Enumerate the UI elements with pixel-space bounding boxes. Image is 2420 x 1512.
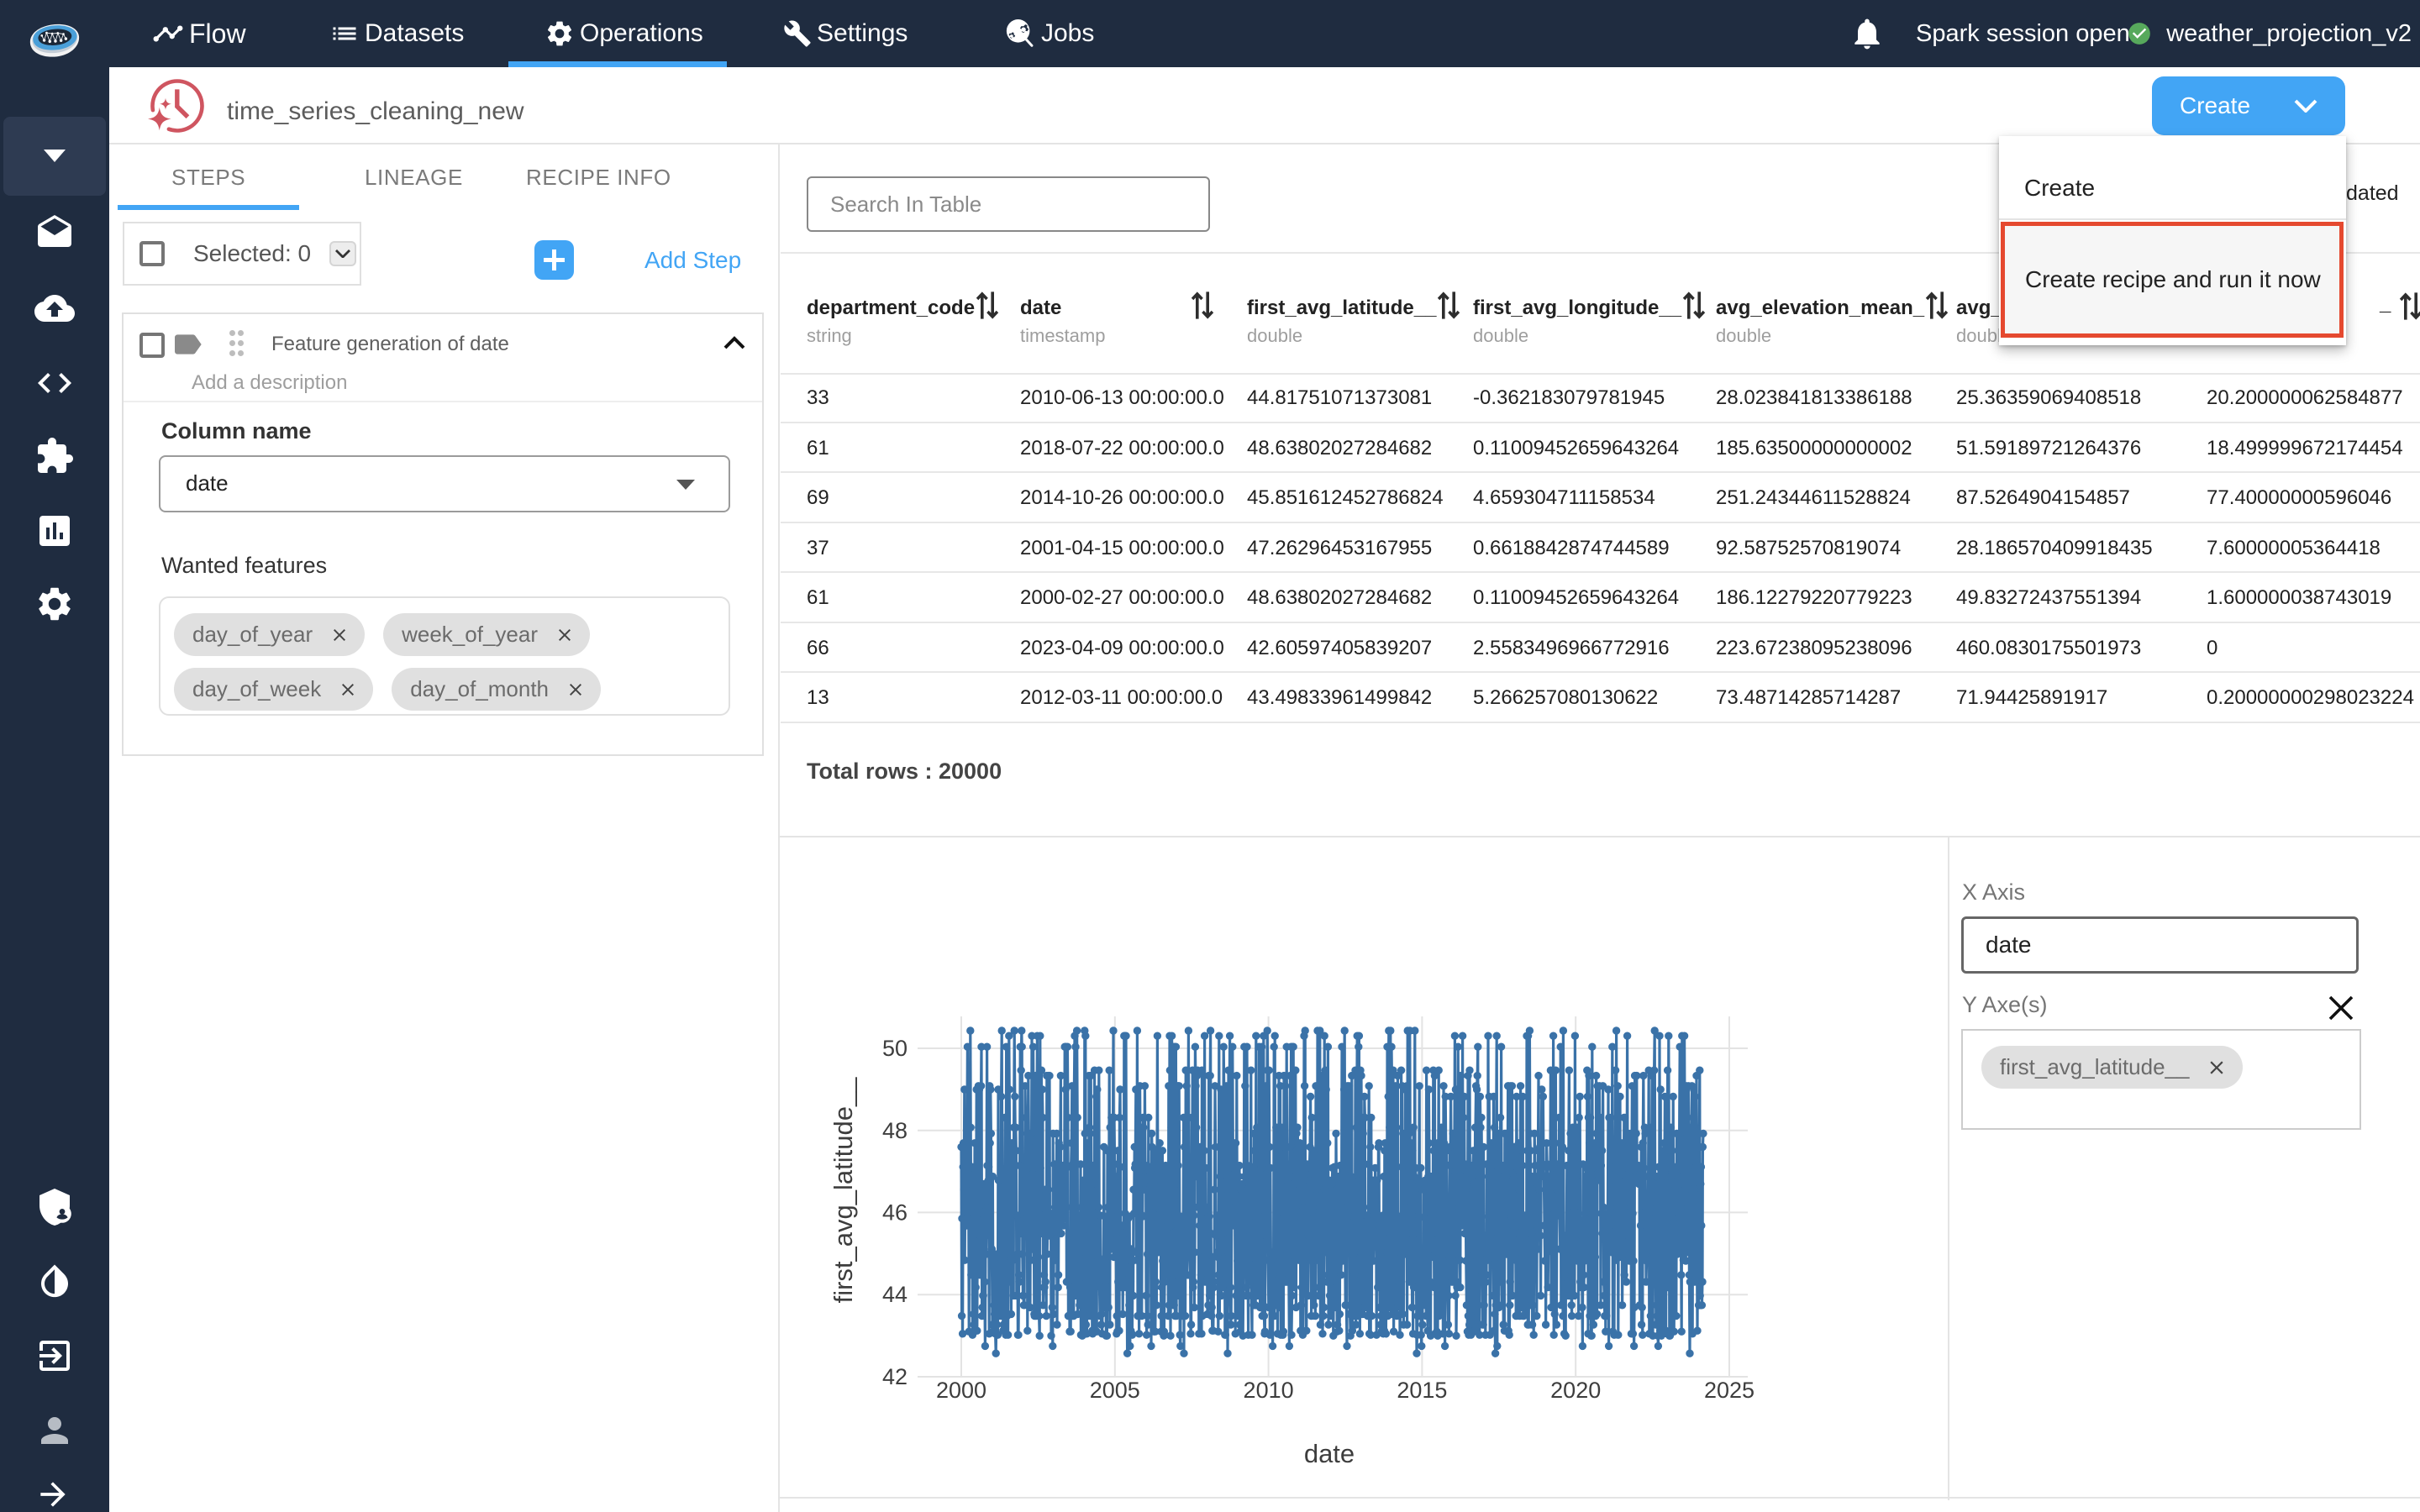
svg-text:48: 48 [882,1118,908,1143]
svg-text:2005: 2005 [1090,1378,1140,1403]
svg-text:2010: 2010 [1244,1378,1294,1403]
svg-text:2000: 2000 [936,1378,986,1403]
svg-text:44: 44 [882,1282,908,1307]
svg-text:first_avg_latitude__: first_avg_latitude__ [829,1077,858,1304]
svg-text:46: 46 [882,1200,908,1225]
svg-text:2015: 2015 [1397,1378,1447,1403]
svg-text:50: 50 [882,1036,908,1061]
svg-text:date: date [1304,1439,1355,1468]
svg-text:42: 42 [882,1364,908,1389]
svg-text:2025: 2025 [1704,1378,1754,1403]
svg-text:2020: 2020 [1550,1378,1601,1403]
